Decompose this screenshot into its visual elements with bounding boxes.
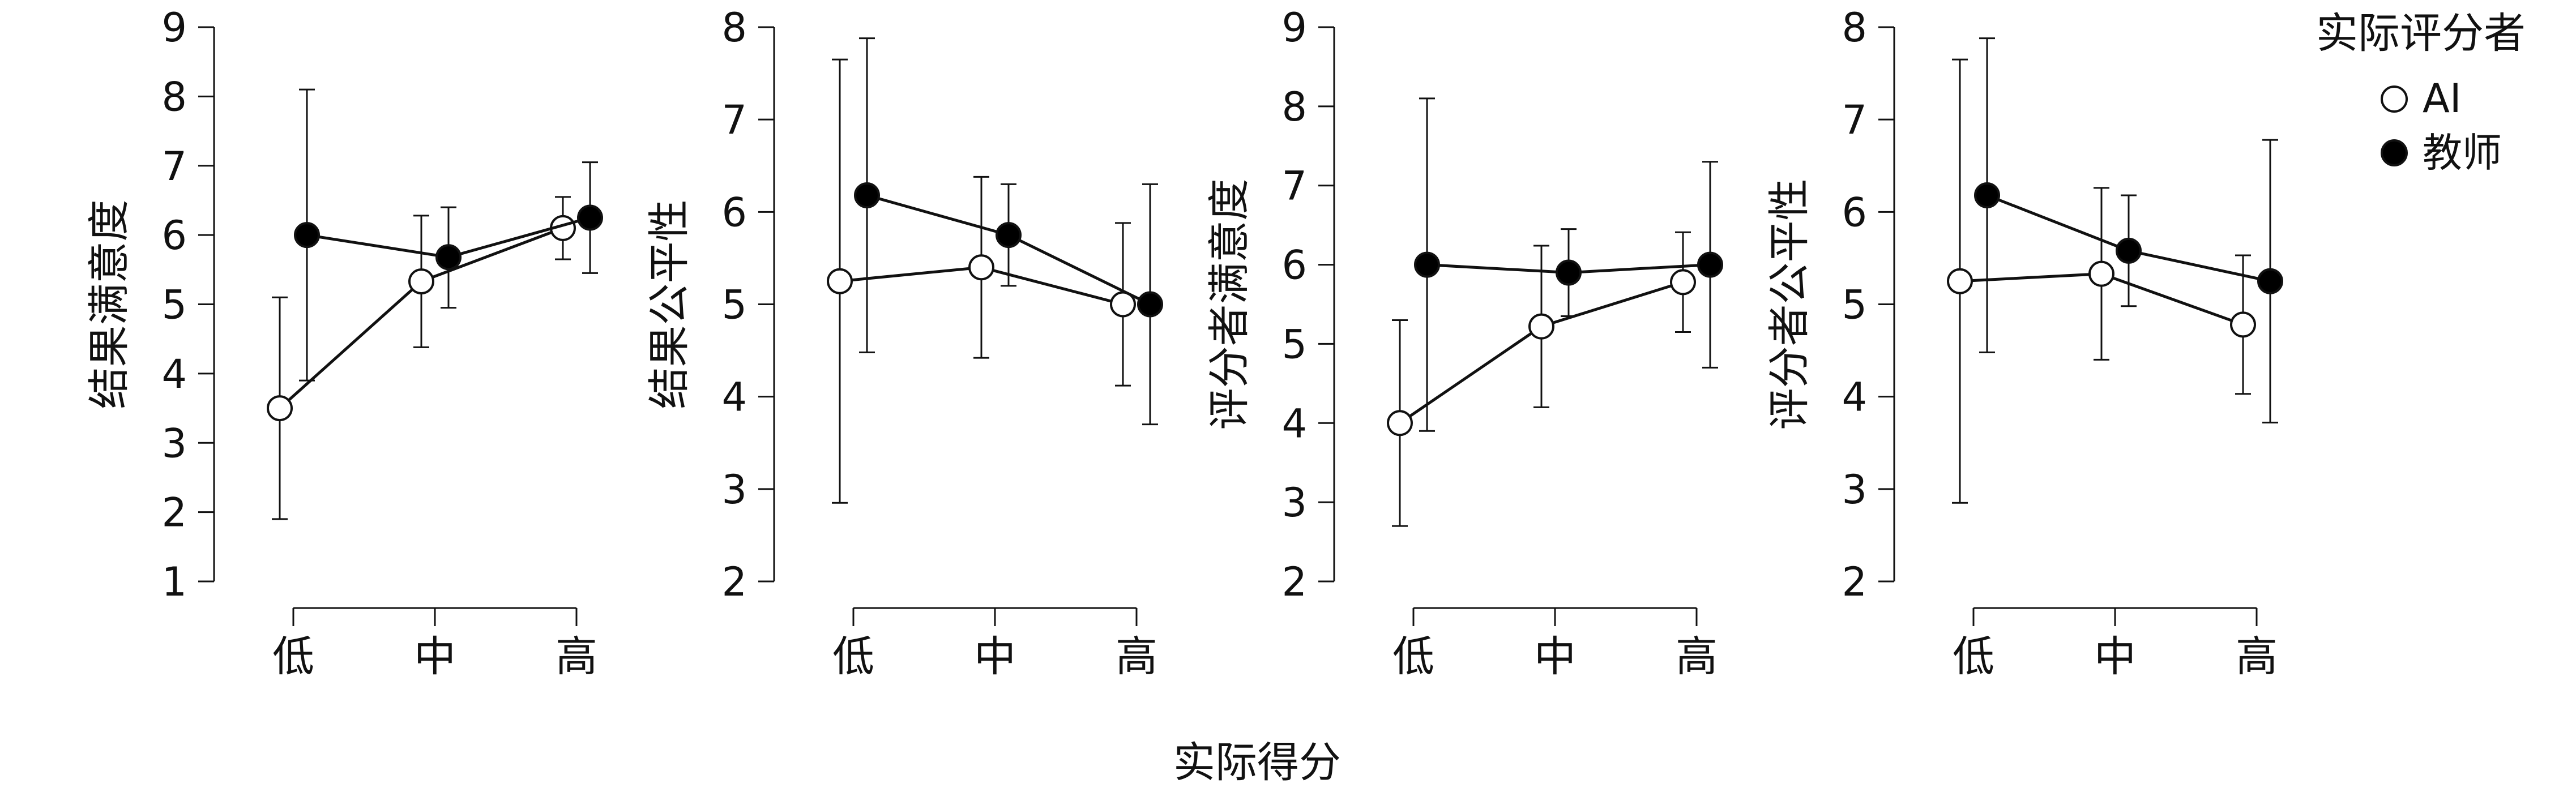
data-point-ai xyxy=(1670,269,1696,296)
y-tick-label: 9 xyxy=(161,5,187,51)
y-tick-label: 4 xyxy=(1281,400,1307,447)
y-tick-label: 8 xyxy=(1842,5,1867,51)
data-point-ai xyxy=(968,254,994,281)
data-point-ai xyxy=(1947,268,1973,294)
y-tick-label: 8 xyxy=(721,5,747,51)
data-point-teacher xyxy=(1556,259,1582,286)
y-tick-label: 5 xyxy=(1281,321,1307,367)
y-tick-label: 2 xyxy=(721,559,747,605)
x-tick-label: 中 xyxy=(974,632,1016,681)
y-tick-label: 4 xyxy=(721,374,747,421)
y-tick-label: 9 xyxy=(1281,5,1307,51)
data-point-ai xyxy=(408,268,434,295)
x-tick-label: 中 xyxy=(414,632,456,681)
data-point-teacher xyxy=(1414,251,1440,278)
y-tick-label: 2 xyxy=(161,490,187,536)
legend-label-teacher: 教师 xyxy=(2423,130,2502,176)
y-tick-label: 6 xyxy=(161,212,187,259)
data-point-ai xyxy=(1387,410,1413,436)
x-tick-label: 低 xyxy=(272,632,314,681)
y-tick-label: 4 xyxy=(161,351,187,397)
data-point-teacher xyxy=(294,222,320,249)
y-tick-label: 4 xyxy=(1842,374,1867,421)
y-axis-label: 评分者公平性 xyxy=(1765,179,1814,430)
x-tick-label: 高 xyxy=(1116,632,1157,681)
y-tick-label: 3 xyxy=(161,420,187,466)
y-tick-label: 7 xyxy=(721,97,747,143)
x-tick-label: 低 xyxy=(1392,632,1434,681)
y-axis-label: 结果公平性 xyxy=(645,200,694,409)
y-tick-label: 3 xyxy=(1842,466,1867,513)
data-point-ai xyxy=(827,268,853,294)
y-tick-label: 1 xyxy=(161,559,187,605)
x-tick-label: 低 xyxy=(1953,632,1994,681)
x-axis-label: 实际得分 xyxy=(1173,738,1341,787)
legend-marker-teacher xyxy=(2381,139,2408,166)
legend-item-ai: AI xyxy=(2381,75,2462,122)
data-point-teacher xyxy=(1697,251,1723,278)
data-point-ai xyxy=(267,395,293,422)
data-point-teacher xyxy=(854,182,880,208)
x-tick-label: 高 xyxy=(2236,632,2278,681)
y-tick-label: 2 xyxy=(1842,559,1867,605)
y-tick-label: 3 xyxy=(1281,480,1307,526)
y-tick-label: 8 xyxy=(1281,84,1307,130)
data-point-teacher xyxy=(1137,291,1163,318)
y-tick-label: 8 xyxy=(161,74,187,120)
x-tick-label: 高 xyxy=(1676,632,1718,681)
y-tick-label: 2 xyxy=(1281,559,1307,605)
x-tick-label: 中 xyxy=(1534,632,1576,681)
y-tick-label: 7 xyxy=(1842,97,1867,143)
data-point-ai xyxy=(2230,311,2256,338)
y-tick-label: 6 xyxy=(721,189,747,236)
data-point-teacher xyxy=(996,222,1022,249)
data-point-teacher xyxy=(2257,268,2283,294)
y-axis-label: 结果满意度 xyxy=(85,200,134,409)
y-tick-label: 5 xyxy=(1842,282,1867,328)
y-tick-label: 5 xyxy=(721,282,747,328)
x-tick-label: 低 xyxy=(832,632,874,681)
data-point-ai xyxy=(1528,313,1554,340)
y-tick-label: 7 xyxy=(161,143,187,190)
y-tick-label: 3 xyxy=(721,466,747,513)
data-point-teacher xyxy=(577,204,603,231)
legend-item-teacher: 教师 xyxy=(2381,130,2502,176)
y-axis-label: 评分者满意度 xyxy=(1205,179,1254,430)
y-tick-label: 6 xyxy=(1281,242,1307,289)
data-point-teacher xyxy=(435,244,462,271)
x-tick-label: 中 xyxy=(2094,632,2136,681)
y-tick-label: 6 xyxy=(1842,189,1867,236)
legend-label-ai: AI xyxy=(2423,75,2462,122)
x-tick-label: 高 xyxy=(556,632,597,681)
y-tick-label: 5 xyxy=(161,282,187,328)
legend-title: 实际评分者 xyxy=(2316,9,2526,58)
y-tick-label: 7 xyxy=(1281,163,1307,209)
data-point-teacher xyxy=(1974,182,2000,208)
legend-marker-ai xyxy=(2381,85,2408,113)
data-point-teacher xyxy=(2116,237,2142,264)
data-point-ai xyxy=(2088,260,2114,287)
legend: 实际评分者 AI 教师 xyxy=(2316,9,2526,176)
